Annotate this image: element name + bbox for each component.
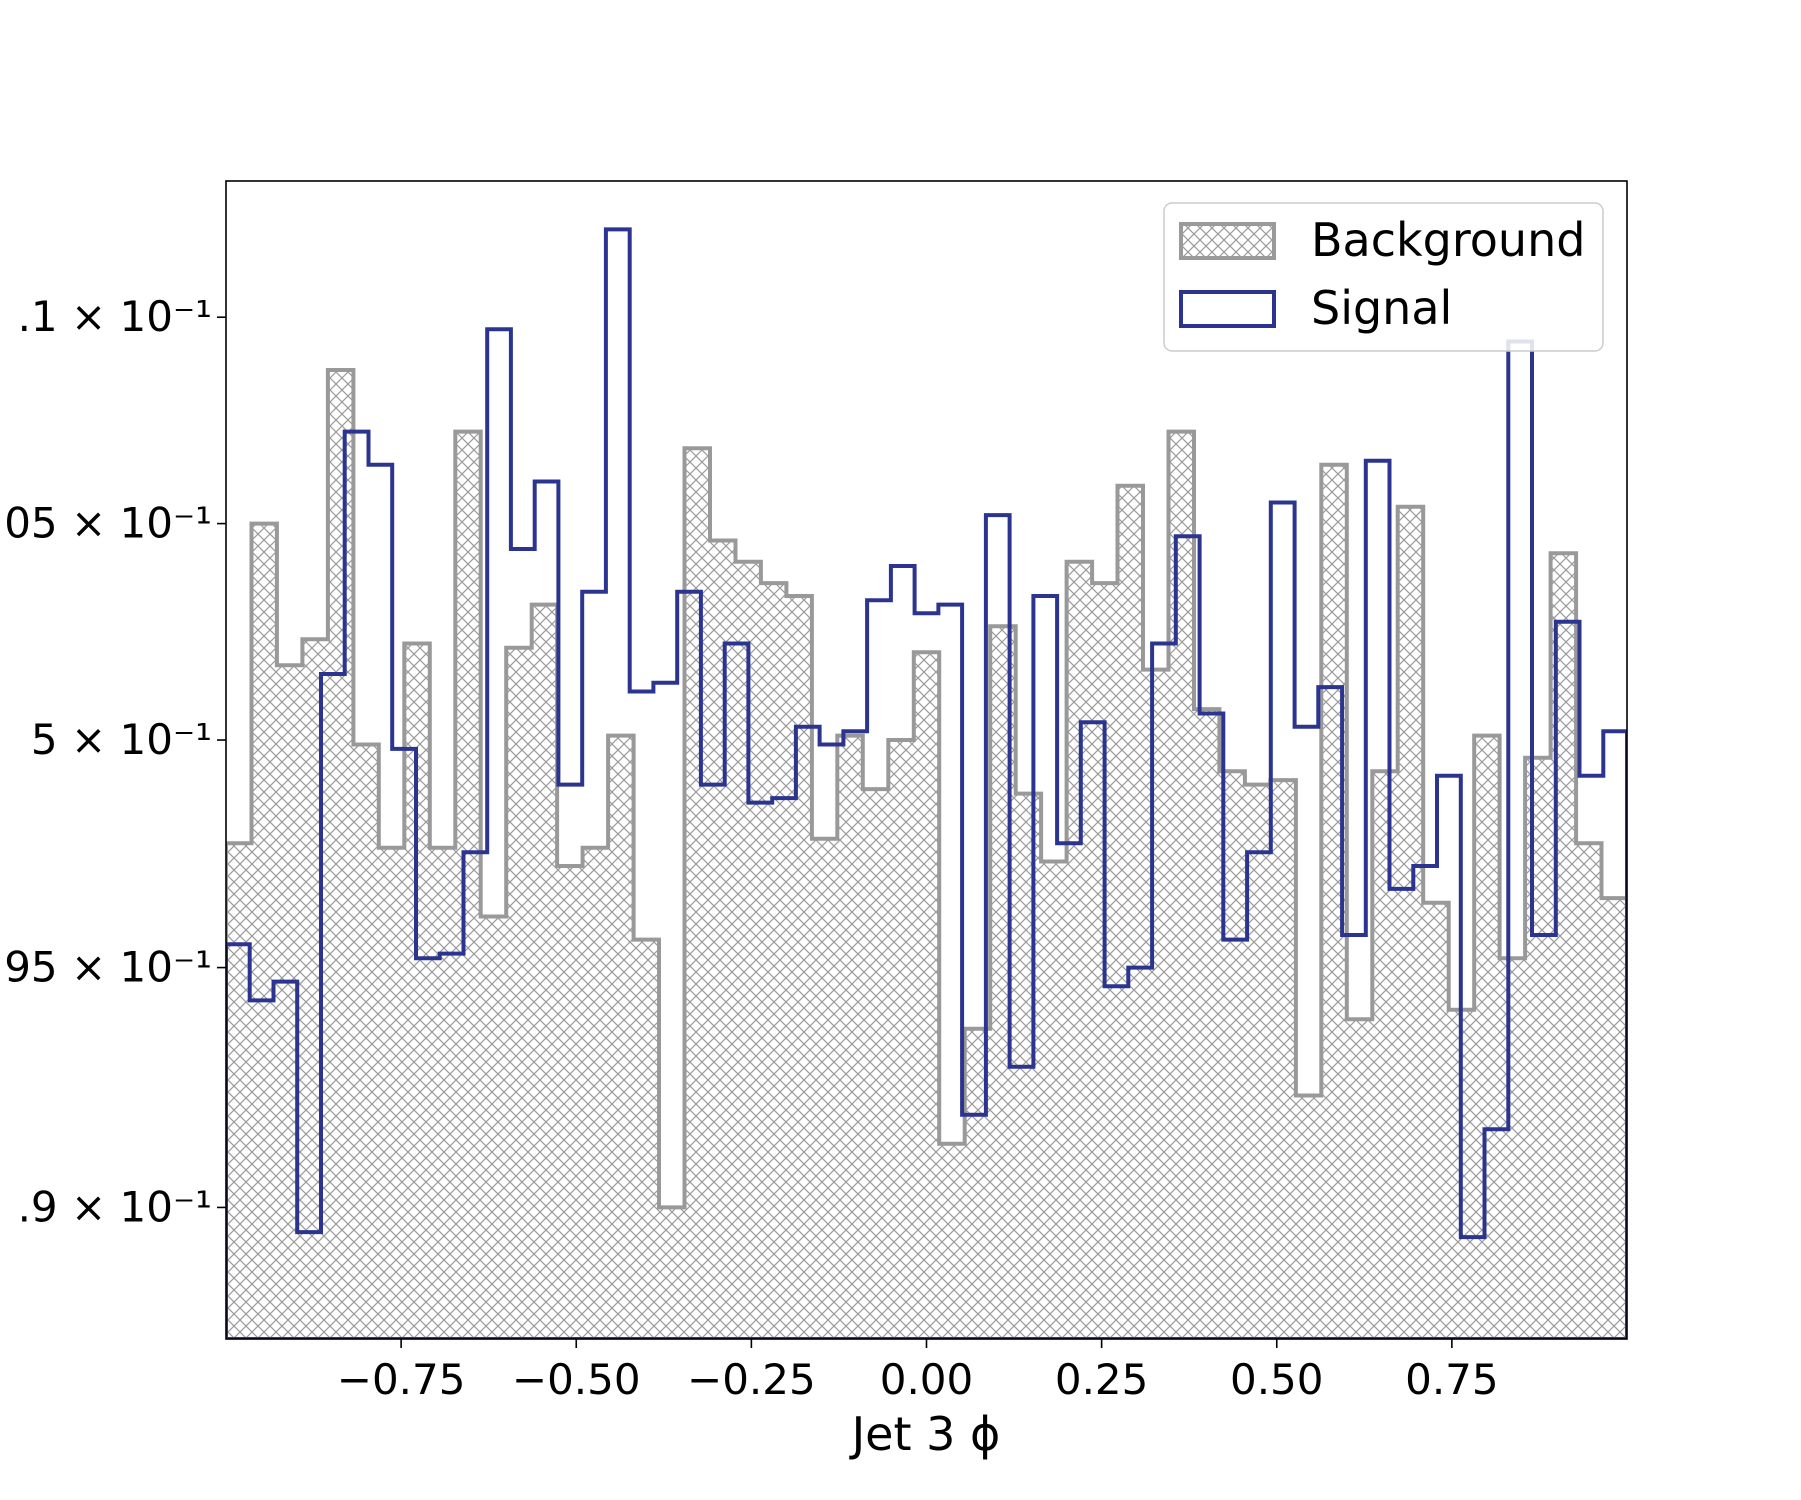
y-tick-label: 05 × 10⁻¹ xyxy=(4,499,212,548)
plot-area xyxy=(226,227,1627,1339)
legend-label-signal: Signal xyxy=(1311,281,1452,335)
legend-swatch-signal xyxy=(1179,290,1276,328)
x-tick-label: 0.00 xyxy=(880,1355,974,1404)
y-tick-label: .9 × 10⁻¹ xyxy=(18,1182,212,1231)
x-tick-label: 0.25 xyxy=(1055,1355,1149,1404)
legend: Background Signal xyxy=(1163,202,1604,352)
y-axis-ticks: .9 × 10⁻¹ 95 × 10⁻¹ 5 × 10⁻¹ 05 × 10⁻¹ .1 × … xyxy=(4,292,226,1231)
x-tick-label: −0.25 xyxy=(687,1355,816,1404)
background-fill xyxy=(226,370,1627,1339)
x-tick-label: −0.50 xyxy=(512,1355,641,1404)
legend-swatch-background xyxy=(1179,222,1276,260)
x-axis-label: Jet 3 ϕ xyxy=(849,1407,1001,1461)
x-axis-ticks: −0.75 −0.50 −0.25 0.00 0.25 0.50 0.75 xyxy=(337,1339,1499,1404)
y-tick-label: 95 × 10⁻¹ xyxy=(4,943,212,992)
background-series xyxy=(226,368,1627,1339)
y-tick-label: 5 × 10⁻¹ xyxy=(31,715,212,764)
legend-label-background: Background xyxy=(1311,213,1585,267)
background-outline xyxy=(226,368,1627,1339)
y-tick-label: .1 × 10⁻¹ xyxy=(18,292,212,341)
x-tick-label: 0.75 xyxy=(1405,1355,1499,1404)
signal-series xyxy=(226,227,1627,1339)
x-tick-label: 0.50 xyxy=(1230,1355,1324,1404)
signal-outline xyxy=(226,227,1627,1339)
x-tick-label: −0.75 xyxy=(337,1355,466,1404)
